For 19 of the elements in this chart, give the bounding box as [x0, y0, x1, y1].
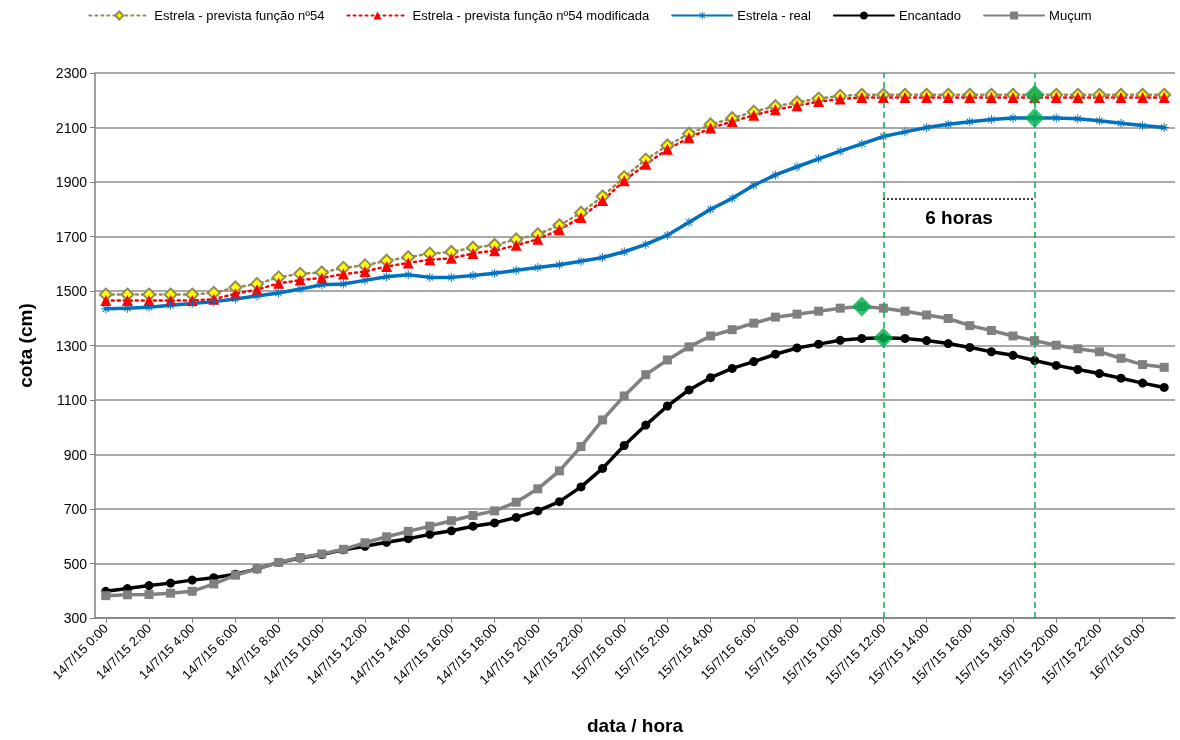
- legend-label: Estrela - prevista função nº54: [154, 8, 325, 23]
- legend-label: Muçum: [1049, 8, 1092, 23]
- y-tick-label: 1500: [55, 283, 88, 299]
- legend-label: Estrela - real: [737, 8, 812, 23]
- y-tick-label: 700: [63, 501, 88, 517]
- legend-label: Encantado: [898, 8, 962, 23]
- y-tick-label: 300: [63, 610, 88, 626]
- y-tick-label: 1300: [55, 337, 88, 354]
- x-axis-title: data / hora: [586, 715, 684, 736]
- legend-label: Estrela - prevista função nº54 modificada: [412, 8, 650, 23]
- y-tick-label: 1100: [56, 392, 88, 408]
- y-tick-label: 2100: [55, 119, 88, 136]
- y-tick-label: 900: [63, 446, 88, 463]
- y-tick-label: 500: [63, 555, 88, 572]
- y-tick-label: 1900: [55, 174, 88, 190]
- annotation: 6 horas: [925, 207, 993, 228]
- y-tick-label: 2300: [55, 65, 88, 81]
- y-axis-title: cota (cm): [15, 303, 36, 388]
- y-tick-label: 1700: [55, 228, 88, 245]
